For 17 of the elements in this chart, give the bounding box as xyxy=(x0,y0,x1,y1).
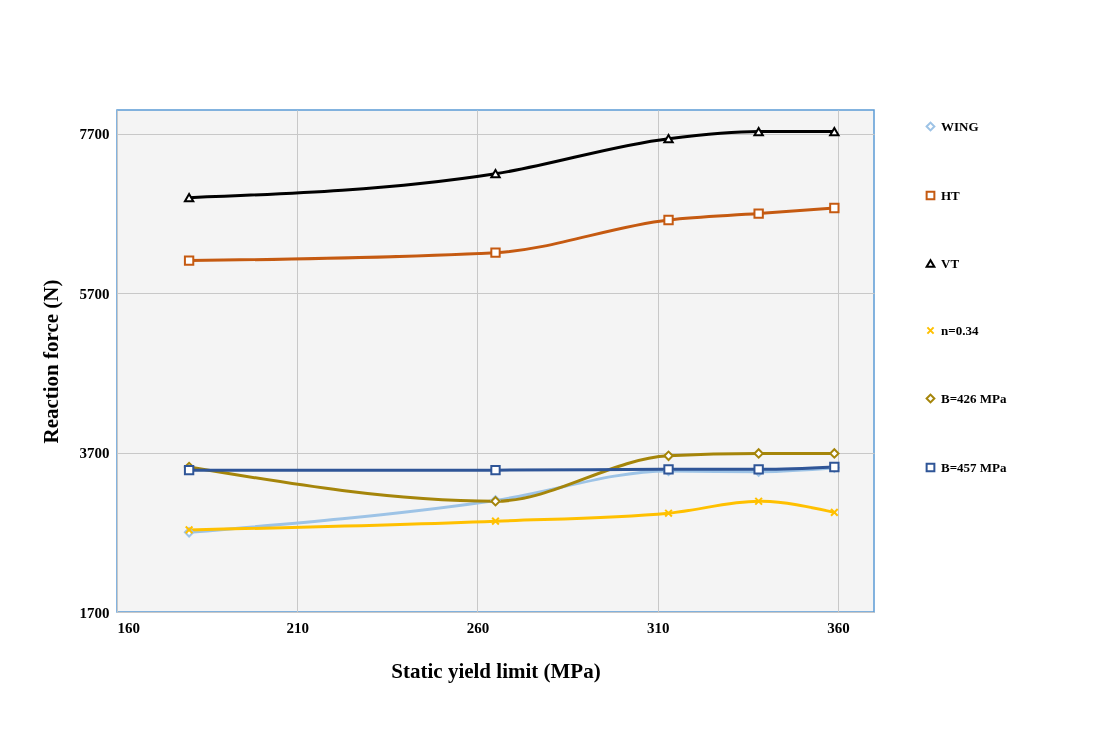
x-axis-title: Static yield limit (MPa) xyxy=(391,658,601,683)
legend-label: B=426 MPa xyxy=(941,390,1008,406)
y-tick-label: 3700 xyxy=(79,445,110,462)
y-tick-label: 5700 xyxy=(79,285,110,302)
x-tick-label: 210 xyxy=(286,619,309,636)
x-tick-label: 260 xyxy=(466,619,490,636)
y-axis-title: Reaction force (N) xyxy=(38,279,63,444)
x-tick-label: 360 xyxy=(827,619,850,636)
legend-label: B=457 MPa xyxy=(941,459,1008,475)
x-tick-label: 310 xyxy=(646,619,670,636)
legend-label: n=0.34 xyxy=(941,322,979,338)
x-tick-label: 160 xyxy=(117,619,140,636)
legend-label: WING xyxy=(941,118,979,134)
y-tick-label: 1700 xyxy=(79,604,110,621)
y-tick-label: 7700 xyxy=(79,126,110,143)
legend-label: VT xyxy=(941,255,960,271)
legend-label: HT xyxy=(941,187,961,203)
